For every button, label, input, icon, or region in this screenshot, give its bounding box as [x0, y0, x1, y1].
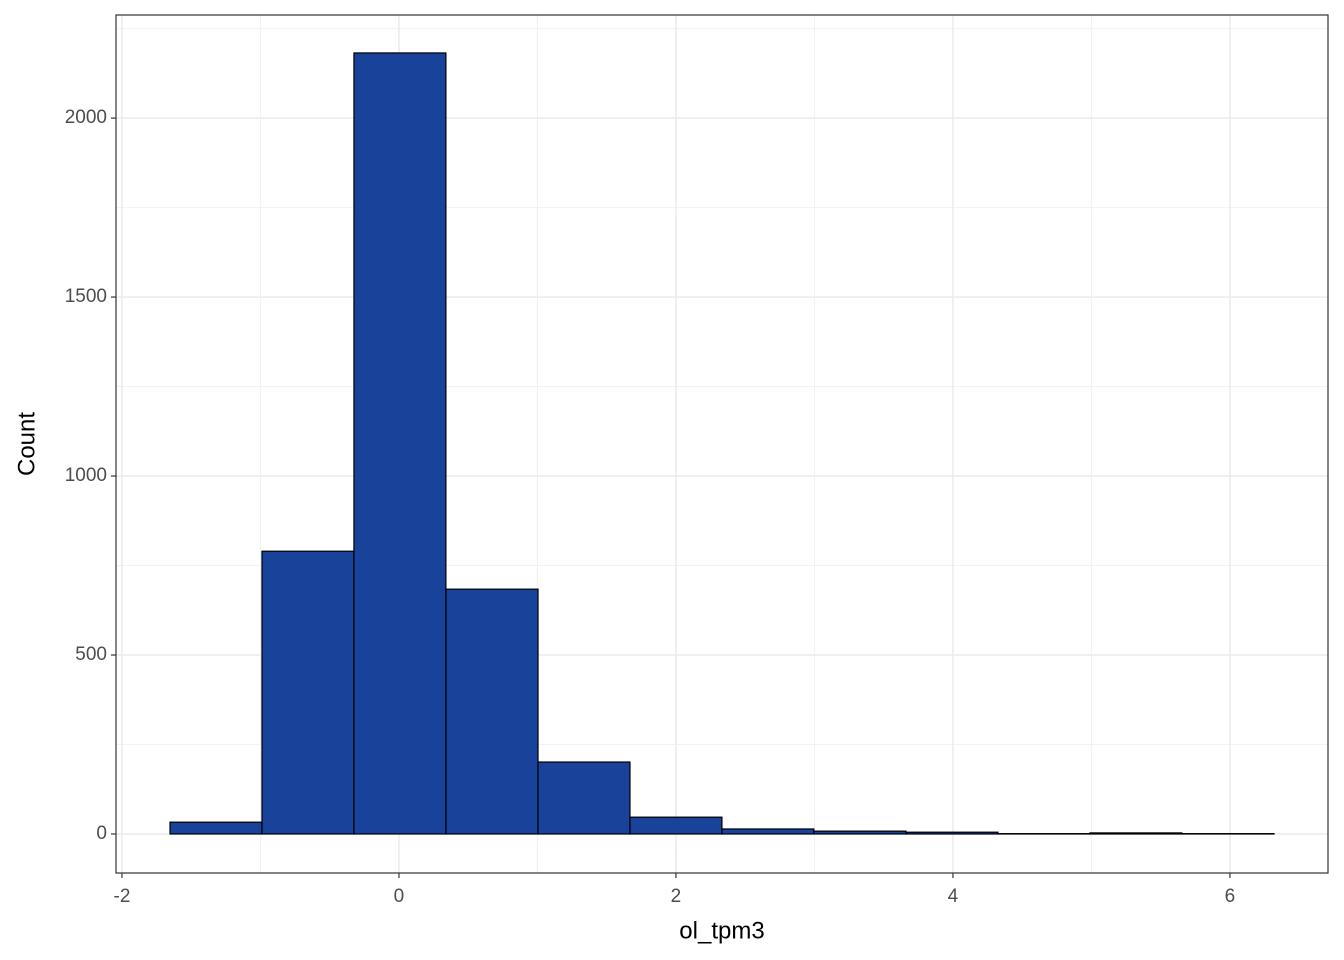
- x-tick-label: -2: [114, 886, 131, 907]
- bar: [445, 588, 539, 835]
- bar: [261, 550, 355, 835]
- bar: [1089, 832, 1183, 835]
- x-tick-label: 2: [671, 886, 682, 907]
- bar: [353, 52, 447, 835]
- axes: 0 500 1000 1500 2000 -2 0 2 4 6: [65, 107, 1236, 907]
- bar: [905, 831, 999, 835]
- y-axis-title: Count: [13, 412, 40, 476]
- panel-border: [115, 14, 1329, 874]
- bar: [813, 830, 907, 835]
- x-tick-label: 0: [394, 886, 405, 907]
- bar: [721, 828, 815, 835]
- bar: [629, 816, 723, 835]
- y-tick-label: 1500: [65, 286, 107, 307]
- y-tick-label: 1000: [65, 465, 107, 486]
- bar: [169, 821, 263, 835]
- bar: [537, 761, 631, 835]
- x-tick-label: 6: [1225, 886, 1236, 907]
- y-tick-label: 0: [96, 823, 107, 844]
- y-tick-label: 2000: [65, 107, 107, 128]
- y-tick-label: 500: [75, 644, 107, 665]
- x-axis-title: ol_tpm3: [679, 917, 764, 944]
- bars: [169, 52, 1275, 835]
- x-tick-label: 4: [948, 886, 959, 907]
